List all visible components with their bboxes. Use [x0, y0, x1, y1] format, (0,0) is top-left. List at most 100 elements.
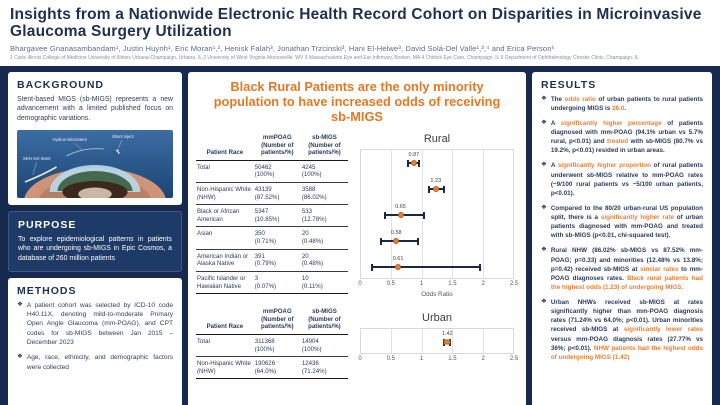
results-bullet-text: A significantly higher proportion of rur… — [551, 161, 703, 198]
table-row: American Indian or Alaska Native 391 (0.7… — [196, 249, 348, 272]
purpose-heading: PURPOSE — [18, 218, 77, 231]
results-bullet-text: A significantly higher percentage of pat… — [551, 119, 703, 156]
plain-phrase: A patient cohort was selected by ICD-10 … — [26, 301, 173, 347]
odds-ratio-marker — [443, 339, 451, 345]
table-cell-value: 350 (0.71%) — [253, 226, 301, 250]
plain-phrase: versus mm-POAG diagnosis rates (27.77% v… — [550, 335, 703, 352]
odds-ratio-value-label: 0.61 — [392, 256, 404, 262]
table-row: Black or African American 5347 (10.85%) 53… — [196, 204, 348, 228]
highlighted-phrase: significantly higher rate — [600, 214, 674, 222]
plain-phrase: Rural NHW (86.02% sb-MIGS vs 87.52% mm-P… — [550, 247, 703, 273]
plain-phrase: to mm-POAG diagnoses rates. — [550, 265, 703, 282]
table-cell-race: Total — [196, 160, 254, 184]
demographics-table: Patient Race mmPOAG (Number of patients/%… — [196, 306, 348, 380]
table-col-header: sb-MIGS (Number of patients/%) — [300, 306, 348, 335]
tables-column: Patient Race mmPOAG (Number of patients/%… — [196, 132, 348, 380]
ci-end-cap — [428, 185, 431, 193]
plain-phrase: with sb-MIGS (80.7% vs 19.2%, p<0.01) re… — [550, 138, 703, 155]
diamond-bullet-icon: ❖ — [541, 118, 547, 126]
eye-diagram-image: Hydrus Microstent iStent inject XEN Gel … — [17, 129, 173, 198]
x-tick-label: 2.5 — [509, 356, 519, 362]
table-cell-value: 4245 (100%) — [300, 160, 348, 184]
highlighted-phrase: significantly higher percentage — [560, 119, 662, 127]
poster-title: Insights from a Nationwide Electronic He… — [10, 6, 702, 41]
rural-forest-plot: Rural 0.87 1.23 0.65 0.58 0.61 0 0.5 1 1.5 2 2.5 … — [356, 133, 518, 298]
background-section: BACKGROUND Stent-based MIGS (sb-MIGS) re… — [8, 71, 182, 205]
urban-chart-title: Urban — [422, 312, 452, 324]
odds-ratio-marker — [410, 160, 417, 166]
plain-phrase: of patients diagnosed with mm-POAG (94.1… — [550, 119, 703, 146]
ci-end-cap — [380, 237, 383, 245]
odds-ratio-value-label: 0.58 — [390, 230, 402, 236]
odds-ratio-value-label: 0.87 — [408, 152, 420, 158]
table-cell-value: 20 (0.48%) — [300, 249, 348, 272]
poster-authors: Bhargavee Gnanasambandam¹, Justin Huynh¹… — [10, 43, 555, 53]
table-row: Total 50462 (100%) 4245 (100%) — [196, 160, 348, 184]
highlighted-phrase: significantly lower rates — [623, 326, 703, 334]
results-bullet-text: The odds ratio of urban patients to rura… — [551, 95, 703, 113]
plain-phrase: Age, race, ethnicity, and demographic fa… — [26, 354, 173, 371]
table-row: Non-Hispanic White (NHW) 190626 (64.0%) 12… — [196, 356, 348, 380]
x-tick-label: 2 — [481, 356, 485, 362]
rural-chart-title: Rural — [423, 133, 451, 145]
plain-phrase: A — [550, 162, 558, 170]
results-bullet: ❖ Urban NHWs received sb-MIGS at rates si… — [541, 298, 703, 362]
table-cell-race: Asian — [196, 226, 254, 250]
methods-section: METHODS ❖ A patient cohort was selected b… — [8, 277, 182, 405]
background-body: Stent-based MIGS (sb-MIGS) represents a … — [17, 95, 173, 123]
plain-phrase: . — [624, 104, 627, 112]
methods-bullet: ❖ Age, race, ethnicity, and demographic f… — [17, 353, 173, 372]
eye-label-hydrus: Hydrus Microstent — [53, 137, 88, 142]
table-col-header: Patient Race — [196, 306, 254, 335]
purpose-body: To explore epidemiological patterns in p… — [18, 235, 172, 262]
table-cell-value: 391 (0.79%) — [253, 249, 301, 272]
results-bullet: ❖ A significantly higher proportion of ru… — [541, 161, 703, 198]
x-tick-label: 2.5 — [509, 281, 519, 287]
charts-column: Rural 0.87 1.23 0.65 0.58 0.61 0 0.5 1 1.5 2 2.5 … — [356, 132, 518, 379]
table-cell-value: 14904 (100%) — [300, 334, 348, 358]
methods-bullet-text: Age, race, ethnicity, and demographic fa… — [27, 353, 173, 372]
methods-heading: METHODS — [17, 284, 77, 297]
methods-bullet-text: A patient cohort was selected by ICD-10 … — [27, 301, 173, 348]
table-row: Pacific Islander or Hawaiian Native 3 (0.… — [196, 271, 348, 295]
rural-x-axis: 0 0.5 1 1.5 2 2.5 — [358, 281, 518, 290]
results-list: ❖ The odds ratio of urban patients to rur… — [541, 95, 703, 362]
odds-ratio-marker — [432, 186, 439, 192]
ci-end-cap — [384, 211, 387, 219]
ci-end-cap — [407, 159, 410, 167]
xen-gel-stent-shape — [24, 165, 57, 183]
table-cell-race: Black or African American — [196, 204, 254, 228]
table-cell-race: Non-Hispanic White (NHW) — [196, 182, 254, 206]
gridline — [482, 329, 484, 353]
confidence-interval-bar — [381, 240, 418, 242]
gridline — [421, 329, 423, 353]
poster-affiliations: 1 Carle Illinois College of Medicine Uni… — [10, 54, 639, 61]
right-column: RESULTS ❖ The odds ratio of urban patient… — [532, 71, 712, 405]
table-row: Non-Hispanic White (NHW) 43139 (87.52%) 35… — [196, 182, 348, 206]
x-tick-label: 1 — [419, 281, 424, 287]
gridline — [452, 150, 454, 278]
results-bullet-text: Rural NHW (86.02% sb-MIGS vs 87.52% mm-P… — [551, 246, 703, 292]
results-bullet: ❖ Compared to the 80/20 urban-rural US po… — [541, 204, 703, 241]
plain-phrase: A — [550, 119, 561, 127]
x-tick-label: 1.5 — [448, 281, 457, 287]
ci-end-cap — [479, 263, 482, 271]
table-cell-value: 5347 (10.85%) — [253, 204, 301, 228]
diamond-bullet-icon: ❖ — [541, 298, 547, 306]
confidence-interval-bar — [385, 214, 424, 216]
results-bullet: ❖ Rural NHW (86.02% sb-MIGS vs 87.52% mm-… — [541, 246, 703, 292]
table-row: Asian 350 (0.71%) 20 (0.48%) — [196, 226, 348, 250]
gridline — [391, 329, 393, 353]
table-cell-value: 190626 (64.0%) — [253, 356, 301, 380]
table-col-header: Patient Race — [196, 132, 254, 161]
table-row: Total 311368 (100%) 14904 (100%) — [196, 334, 348, 358]
plain-phrase: of urban patients diagnosed with mm-POAG… — [550, 214, 704, 240]
results-bullet: ❖ A significantly higher percentage of pa… — [541, 119, 703, 156]
table-cell-race: Pacific Islander or Hawaiian Native — [196, 271, 254, 295]
highlighted-phrase: NHW patients had the highest odds of und… — [550, 344, 704, 361]
diamond-bullet-icon: ❖ — [17, 353, 23, 361]
highlighted-phrase: similar rates — [640, 265, 679, 273]
left-column: BACKGROUND Stent-based MIGS (sb-MIGS) re… — [8, 71, 182, 405]
table-header-row: Patient Race mmPOAG (Number of patients/%… — [196, 306, 348, 335]
